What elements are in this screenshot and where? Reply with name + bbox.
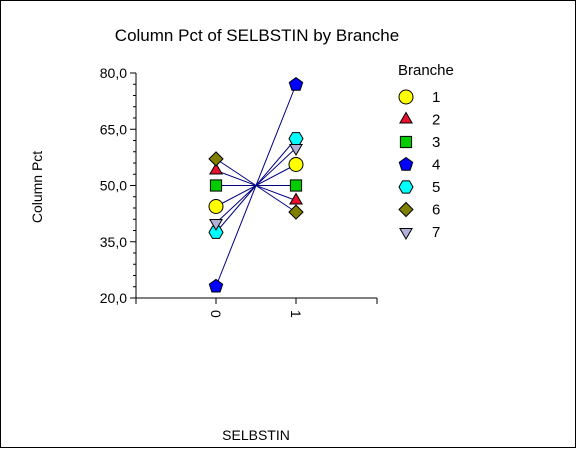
data-point-5 bbox=[208, 225, 224, 239]
data-point-3 bbox=[289, 179, 303, 192]
legend-label-6: 6 bbox=[432, 202, 440, 219]
data-point-4 bbox=[208, 278, 224, 293]
legend-marker-5 bbox=[398, 180, 414, 194]
y-tick-label: 50,0 bbox=[100, 178, 127, 194]
data-point-4 bbox=[288, 76, 304, 91]
data-point-3 bbox=[209, 179, 223, 192]
legend-marker-7 bbox=[399, 228, 413, 240]
data-point-6 bbox=[288, 204, 304, 220]
legend-label-3: 3 bbox=[432, 134, 440, 151]
legend-label-1: 1 bbox=[432, 89, 440, 106]
x-tick-label: 0 bbox=[208, 310, 224, 318]
legend-label-4: 4 bbox=[432, 157, 440, 174]
legend-label-7: 7 bbox=[432, 224, 440, 241]
legend-marker-4 bbox=[398, 156, 414, 171]
series-line-7 bbox=[215, 147, 297, 224]
data-point-1 bbox=[208, 199, 224, 214]
legend-title: Branche bbox=[398, 62, 454, 79]
legend-marker-3 bbox=[399, 135, 413, 149]
data-point-5 bbox=[288, 132, 304, 146]
y-tick-label: 65,0 bbox=[100, 121, 127, 137]
data-points bbox=[208, 76, 304, 293]
x-axis-label: SELBSTIN bbox=[222, 427, 290, 443]
y-tick-label: 80,0 bbox=[100, 65, 127, 81]
data-point-2 bbox=[289, 192, 303, 205]
y-axis-label: Column Pct bbox=[29, 151, 45, 223]
data-point-1 bbox=[288, 157, 304, 172]
legend-label-2: 2 bbox=[432, 112, 440, 129]
y-tick-label: 20,0 bbox=[100, 290, 127, 306]
data-point-6 bbox=[208, 151, 224, 167]
legend-marker-2 bbox=[399, 111, 413, 124]
data-point-7 bbox=[209, 219, 223, 231]
legend-label-5: 5 bbox=[432, 179, 440, 196]
chart-title: Column Pct of SELBSTIN by Branche bbox=[115, 26, 399, 45]
legend-marker-6 bbox=[398, 201, 414, 218]
data-point-7 bbox=[289, 144, 303, 156]
legend-marker-1 bbox=[398, 89, 414, 105]
axes: 20,0 35,0 50,0 65,0 80,0 0 1 bbox=[100, 65, 378, 318]
series-lines bbox=[215, 84, 297, 287]
legend: 1 2 3 4 5 6 7 bbox=[398, 89, 440, 241]
x-tick-label: 1 bbox=[288, 310, 304, 318]
y-tick-label: 35,0 bbox=[100, 234, 127, 250]
data-point-2 bbox=[209, 162, 223, 175]
